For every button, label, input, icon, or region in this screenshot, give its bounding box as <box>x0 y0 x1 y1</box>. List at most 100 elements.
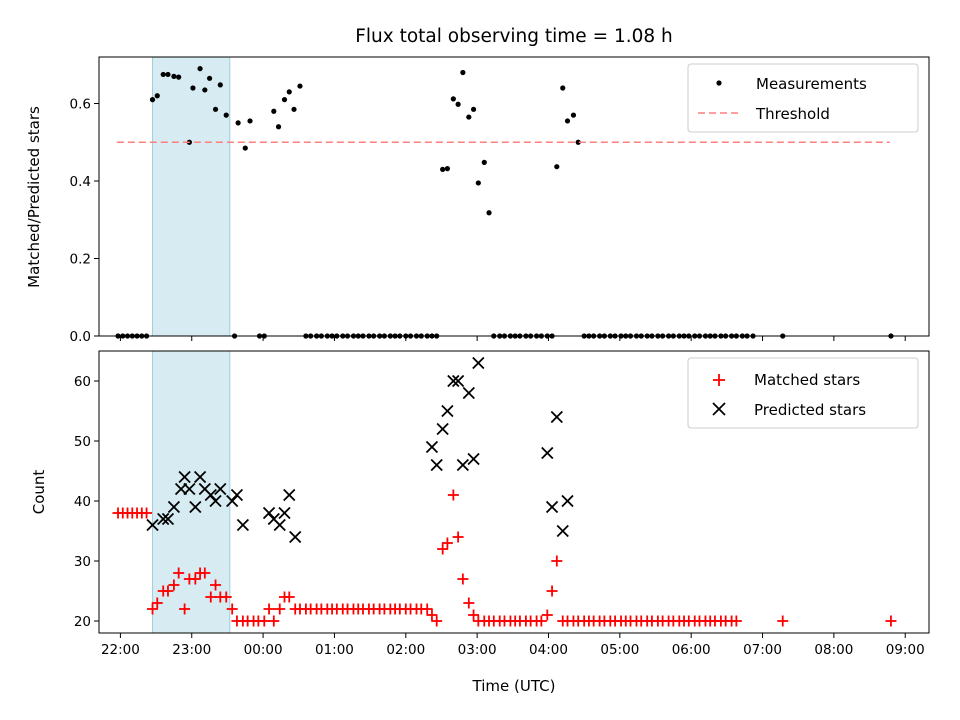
top-axes-frame <box>98 56 930 337</box>
x-tick-label: 22:00 <box>101 642 140 658</box>
matched-star-point <box>421 603 433 615</box>
top-y-ticks: 0.0 0.2 0.4 0.6 <box>70 97 99 345</box>
x-axis-label: Time (UTC) <box>472 677 556 695</box>
bottom-axes-frame <box>98 350 930 634</box>
matched-star-point <box>463 597 475 609</box>
predicted-star-point <box>462 386 475 400</box>
legend-matched-label: Matched stars <box>754 371 860 389</box>
measurement-point <box>154 93 160 99</box>
measurement-point <box>470 106 477 112</box>
top-panel: 0.0 0.2 0.4 0.6 Matched/Predicted stars Mea… <box>25 56 930 345</box>
matched-star-point <box>210 579 222 591</box>
matched-star-point <box>268 615 280 627</box>
predicted-star-point <box>236 518 250 532</box>
x-tick-label: 06:00 <box>672 642 711 658</box>
measurement-point <box>475 180 481 186</box>
matched-star-point <box>199 567 211 579</box>
matched-star-point <box>447 489 459 501</box>
predicted-star-point <box>193 470 207 484</box>
x-tick-label: 05:00 <box>600 642 639 658</box>
predicted-star-point <box>214 482 227 496</box>
y-tick-label: 20 <box>74 614 91 630</box>
top-highlight-span <box>152 56 231 337</box>
predicted-star-point <box>456 458 470 472</box>
y-tick-label: 0.2 <box>70 252 91 268</box>
y-tick-label: 0.0 <box>70 329 91 345</box>
matched-star-point <box>551 555 563 567</box>
measurement-point <box>291 106 297 112</box>
measurement-point <box>481 159 487 165</box>
predicted-star-point <box>441 404 454 418</box>
measurement-point <box>217 82 223 88</box>
predicted-stars-points <box>146 356 574 544</box>
predicted-star-point <box>451 374 465 388</box>
matched-star-point <box>168 579 180 591</box>
measurement-point <box>275 124 282 130</box>
predicted-star-point <box>189 500 202 514</box>
legend-predicted-label: Predicted stars <box>754 401 866 419</box>
y-tick-label: 30 <box>74 554 91 570</box>
bottom-y-ticks: 20 30 40 50 60 <box>74 374 99 630</box>
matched-stars-points <box>112 489 897 627</box>
legend-predicted-marker <box>712 402 726 416</box>
x-tick-label: 09:00 <box>886 642 925 658</box>
predicted-star-point <box>430 458 443 472</box>
matched-star-point <box>258 615 270 627</box>
matched-star-point <box>141 507 153 519</box>
y-tick-label: 40 <box>74 494 91 510</box>
predicted-star-point <box>561 494 574 508</box>
legend-threshold-label: Threshold <box>755 105 830 123</box>
matched-star-point <box>452 531 464 543</box>
measurement-point <box>575 139 581 145</box>
measurement-point <box>460 69 466 76</box>
measurement-point <box>455 101 461 107</box>
measurement-point <box>223 112 229 118</box>
x-tick-label: 02:00 <box>386 642 425 658</box>
top-y-axis-label: Matched/Predicted stars <box>25 106 43 288</box>
predicted-star-point <box>161 512 175 526</box>
top-x-ticks <box>119 336 906 341</box>
x-tick-label: 00:00 <box>244 642 283 658</box>
matched-star-point <box>441 537 453 549</box>
predicted-star-point <box>425 440 439 454</box>
measurement-point <box>206 75 213 81</box>
measurement-point <box>281 97 288 103</box>
predicted-star-point <box>230 488 244 502</box>
predicted-star-point <box>183 482 196 496</box>
x-tick-label: 08:00 <box>814 642 853 658</box>
y-tick-label: 0.6 <box>70 97 91 113</box>
measurement-point <box>450 96 456 102</box>
predicted-star-point <box>273 518 286 532</box>
predicted-star-point <box>157 512 170 526</box>
matched-star-point <box>885 615 897 627</box>
predicted-star-point <box>283 488 296 502</box>
matched-star-point <box>189 573 201 585</box>
matched-star-point <box>457 573 469 585</box>
predicted-star-point <box>289 530 302 544</box>
measurement-point <box>212 106 219 112</box>
predicted-star-point <box>209 494 222 508</box>
top-legend-box <box>687 63 919 133</box>
matched-star-point <box>468 609 480 621</box>
matched-star-point <box>263 603 275 615</box>
matched-star-point <box>283 591 295 603</box>
predicted-star-point <box>545 500 559 514</box>
predicted-star-point <box>278 506 291 520</box>
matched-star-point <box>777 615 789 627</box>
matched-star-point <box>205 591 217 603</box>
matched-star-point <box>151 597 163 609</box>
x-tick-label: 04:00 <box>529 642 568 658</box>
predicted-star-point <box>472 356 485 370</box>
measurement-point <box>242 145 248 151</box>
measurement-point <box>171 73 177 79</box>
measurement-point <box>486 210 492 216</box>
matched-star-point <box>220 591 232 603</box>
measurement-point <box>440 166 446 172</box>
matched-star-point <box>541 609 553 621</box>
matched-star-point <box>147 603 159 615</box>
y-tick-label: 60 <box>74 374 91 390</box>
top-legend: Measurements Threshold <box>687 63 919 133</box>
x-tick-label: 03:00 <box>458 642 497 658</box>
measurement-point <box>444 166 451 172</box>
matched-star-point <box>274 603 286 615</box>
